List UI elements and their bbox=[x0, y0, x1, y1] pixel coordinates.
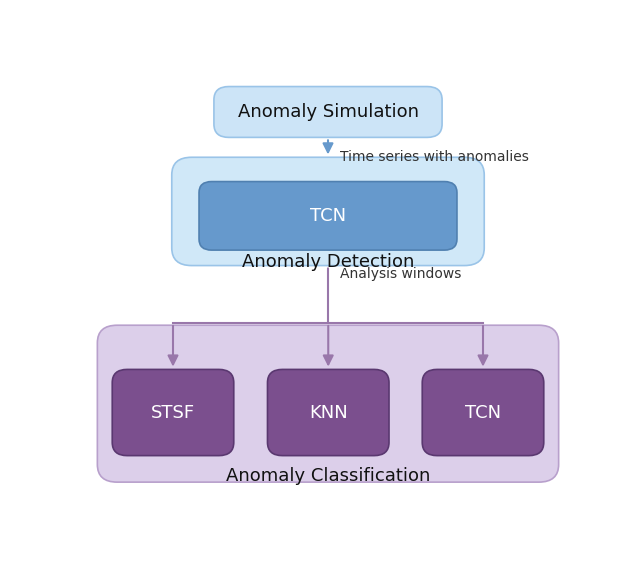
FancyBboxPatch shape bbox=[172, 157, 484, 266]
Text: Anomaly Simulation: Anomaly Simulation bbox=[237, 103, 419, 121]
Text: Time series with anomalies: Time series with anomalies bbox=[340, 150, 529, 164]
Text: STSF: STSF bbox=[151, 404, 195, 421]
FancyBboxPatch shape bbox=[199, 181, 457, 250]
Text: Anomaly Classification: Anomaly Classification bbox=[226, 467, 430, 486]
FancyBboxPatch shape bbox=[422, 370, 544, 456]
Text: Analysis windows: Analysis windows bbox=[340, 267, 462, 281]
Text: TCN: TCN bbox=[465, 404, 501, 421]
FancyBboxPatch shape bbox=[268, 370, 389, 456]
Text: Anomaly Detection: Anomaly Detection bbox=[242, 253, 414, 271]
FancyBboxPatch shape bbox=[112, 370, 234, 456]
Text: TCN: TCN bbox=[310, 207, 346, 225]
FancyBboxPatch shape bbox=[97, 325, 559, 482]
Text: KNN: KNN bbox=[309, 404, 348, 421]
FancyBboxPatch shape bbox=[214, 87, 442, 137]
